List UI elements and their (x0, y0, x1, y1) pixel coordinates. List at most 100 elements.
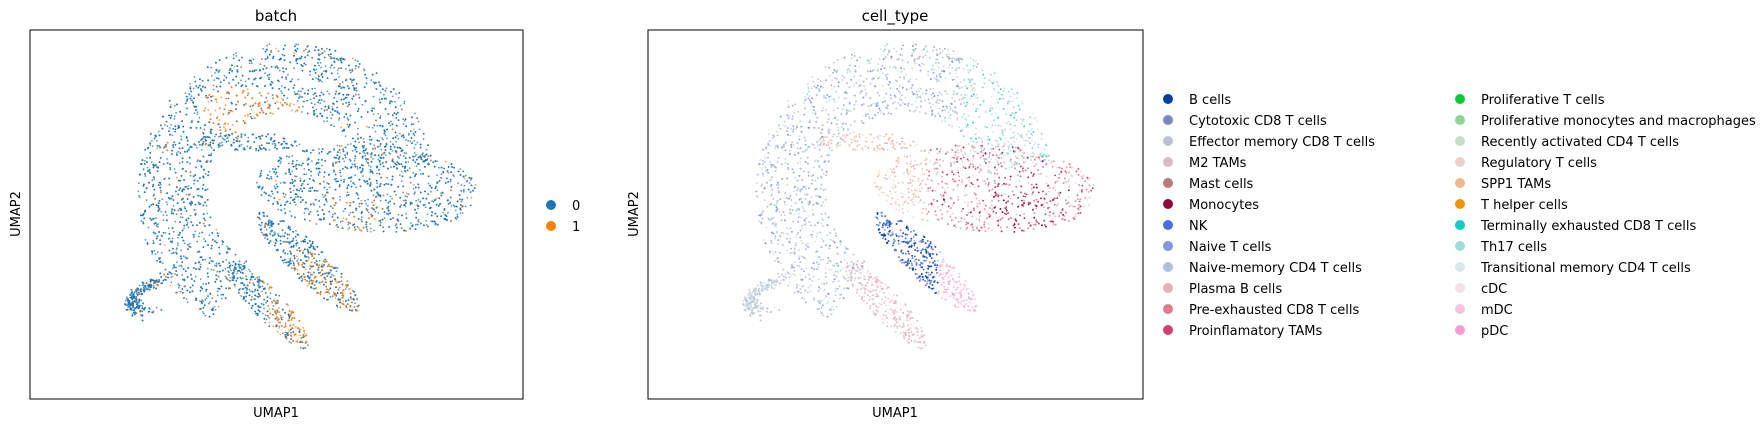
scatter-point (185, 298, 188, 300)
scatter-point (253, 298, 256, 300)
scatter-point (314, 87, 316, 90)
scatter-point (427, 225, 429, 228)
scatter-point (231, 124, 234, 126)
scatter-point (309, 272, 312, 274)
scatter-point (284, 333, 287, 336)
scatter-point (266, 44, 268, 47)
scatter-point (399, 104, 402, 107)
scatter-point (259, 104, 261, 107)
scatter-point (379, 221, 382, 224)
scatter-point (268, 226, 271, 229)
scatter-point (185, 257, 188, 260)
scatter-point (204, 314, 207, 317)
scatter-point (425, 148, 428, 151)
scatter-point (422, 138, 425, 140)
scatter-point (194, 275, 197, 278)
scatter-point (151, 253, 154, 255)
scatter-point (320, 66, 322, 69)
scatter-point (319, 62, 322, 64)
batch-scatter (124, 43, 477, 350)
scatter-point (349, 287, 352, 290)
scatter-point (357, 93, 360, 96)
scatter-point (468, 182, 471, 184)
scatter-point (304, 268, 307, 271)
scatter-point (459, 168, 462, 170)
scatter-point (230, 269, 232, 272)
scatter-point (227, 136, 229, 139)
scatter-point (156, 223, 158, 226)
scatter-point (436, 174, 438, 177)
scatter-point (196, 240, 199, 243)
scatter-point (229, 268, 232, 270)
scatter-point (368, 139, 371, 141)
scatter-point (464, 205, 467, 208)
scatter-point (193, 112, 196, 114)
scatter-point (261, 285, 264, 288)
scatter-point (339, 199, 341, 201)
scatter-point (414, 191, 416, 194)
scatter-point (268, 43, 271, 46)
scatter-point (173, 118, 176, 120)
scatter-point (332, 57, 334, 59)
scatter-point (326, 116, 328, 119)
scatter-point (384, 154, 387, 157)
scatter-point (405, 152, 407, 155)
scatter-point (166, 158, 169, 160)
scatter-point (389, 140, 392, 143)
scatter-point (189, 214, 192, 217)
scatter-point (141, 281, 144, 283)
scatter-point (419, 169, 421, 171)
scatter-point (407, 193, 410, 196)
scatter-point (156, 251, 159, 254)
scatter-point (393, 146, 396, 149)
scatter-point (298, 93, 300, 96)
scatter-point (414, 223, 417, 226)
scatter-point (366, 125, 368, 128)
scatter-point (362, 151, 364, 153)
scatter-point (278, 327, 281, 329)
scatter-point (173, 115, 176, 118)
panel-batch: batch UMAP1 UMAP2 01 (9, 7, 580, 421)
scatter-point (268, 170, 271, 173)
scatter-point (250, 115, 252, 118)
scatter-point (307, 344, 309, 347)
scatter-point (183, 227, 185, 230)
scatter-point (235, 52, 237, 54)
scatter-point (383, 217, 386, 220)
scatter-point (331, 273, 333, 276)
scatter-point (252, 58, 255, 60)
scatter-point (177, 236, 179, 239)
scatter-point (262, 48, 264, 50)
scatter-point (267, 92, 270, 95)
scatter-point (161, 262, 164, 265)
scatter-point (193, 76, 196, 78)
scatter-point (176, 261, 178, 263)
scatter-point (463, 177, 466, 180)
scatter-point (347, 223, 350, 226)
scatter-point (354, 302, 356, 304)
scatter-point (291, 155, 294, 157)
scatter-point (226, 266, 229, 269)
scatter-point (144, 148, 147, 151)
scatter-point (456, 213, 459, 216)
scatter-point (284, 324, 287, 326)
scatter-point (270, 51, 272, 54)
scatter-point (351, 289, 354, 292)
scatter-point (170, 103, 172, 106)
scatter-point (318, 148, 320, 150)
scatter-point (319, 102, 322, 105)
scatter-point (158, 145, 161, 147)
scatter-point (417, 120, 420, 123)
scatter-point (284, 322, 287, 325)
scatter-point (415, 199, 417, 202)
scatter-point (291, 260, 294, 262)
scatter-point (436, 189, 439, 192)
scatter-point (414, 155, 416, 158)
scatter-point (338, 117, 341, 120)
scatter-point (244, 80, 247, 83)
scatter-point (358, 228, 361, 231)
scatter-point (279, 162, 282, 165)
scatter-point (395, 93, 397, 95)
scatter-point (171, 267, 174, 270)
scatter-point (212, 84, 215, 87)
